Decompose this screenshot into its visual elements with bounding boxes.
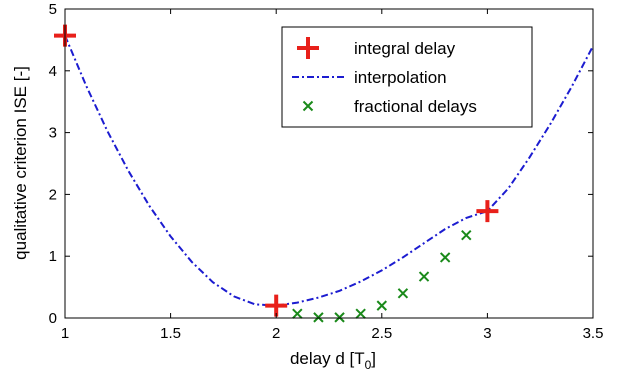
- legend-entry-label: integral delay: [354, 39, 456, 58]
- x-tick-label: 1: [61, 325, 69, 342]
- x-tick-label: 2.5: [371, 325, 392, 342]
- fractional-delay-point: [397, 288, 409, 299]
- fractional-delay-point: [418, 271, 430, 282]
- fractional-delay-point: [334, 312, 345, 323]
- legend-plus-icon: [297, 37, 319, 59]
- legend-entry-label: fractional delays: [354, 97, 477, 116]
- fractional-delay-point: [461, 229, 472, 241]
- y-tick-label: 1: [49, 248, 57, 265]
- integral-delay-point: [265, 294, 288, 317]
- plot-area: [54, 24, 594, 323]
- x-axis-label: delay d [T0]: [290, 349, 376, 372]
- y-tick-label: 3: [49, 125, 57, 142]
- fractional-delay-point: [313, 312, 324, 323]
- legend: integral delay interpolation fractional de…: [281, 26, 533, 128]
- y-axis-label: qualitative criterion ISE [-]: [11, 66, 30, 260]
- legend-entry-label: interpolation: [354, 68, 447, 87]
- plot-frame: [64, 8, 594, 319]
- x-tick-label: 3.5: [583, 325, 604, 342]
- y-tick-label: 4: [49, 63, 57, 80]
- y-tick-label: 2: [49, 186, 57, 203]
- integral-delay-point: [476, 200, 499, 223]
- fractional-delay-point: [439, 252, 451, 263]
- fractional-delay-point: [376, 300, 388, 311]
- x-tick-label: 3: [483, 325, 491, 342]
- fractional-delay-point: [355, 308, 366, 319]
- y-tick-label: 0: [49, 310, 57, 327]
- x-tick-label: 2: [272, 325, 280, 342]
- x-tick-label: 1.5: [160, 325, 181, 342]
- y-tick-label: 5: [49, 1, 57, 18]
- series-line-interpolation: [64, 35, 594, 307]
- legend-x-icon: [302, 100, 314, 112]
- fractional-delay-point: [292, 308, 303, 319]
